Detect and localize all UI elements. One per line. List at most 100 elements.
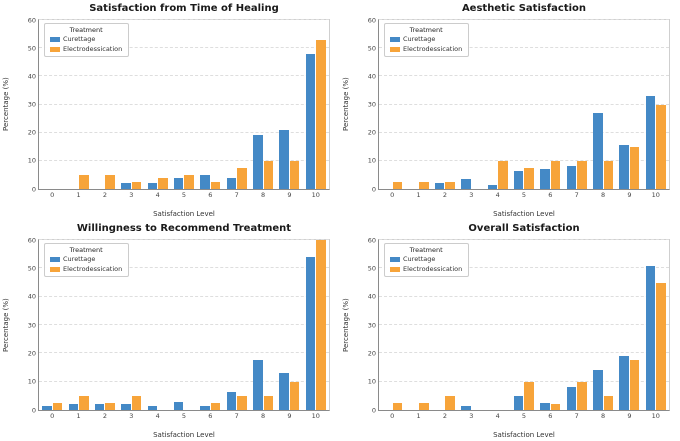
x-tick-label: 8 [261, 412, 266, 420]
gridline [39, 131, 329, 133]
x-tick-label: 4 [495, 412, 500, 420]
legend-label: Electrodessication [403, 264, 463, 273]
gridline [379, 159, 669, 161]
bar-curettage-level-4 [487, 184, 498, 189]
bar-curettage-level-9 [619, 356, 629, 410]
bar-group-10: 10 [643, 20, 669, 199]
gridline [379, 131, 669, 133]
legend-title: Treatment [409, 246, 443, 254]
gridline [39, 380, 329, 382]
x-tick-label: 10 [311, 412, 320, 420]
bar-curettage-level-7 [566, 387, 577, 410]
x-tick-label: 3 [129, 412, 134, 420]
plot-area: 0 10 20 30 40 50 60 0 1 2 3 4 5 6 7 8 9 10 Treatment Curett… [368, 237, 670, 420]
bar-curettage-level-10 [645, 96, 656, 189]
bar-curettage-level-5 [174, 401, 184, 410]
x-tick-label: 7 [574, 412, 579, 420]
chart-willingness-recommend: Willingness to Recommend Treatment Perce… [0, 220, 340, 441]
legend-swatch-icon [50, 266, 60, 272]
bar-electrodessication-level-8 [263, 395, 274, 410]
bar-electrodessication-level-9 [629, 146, 640, 189]
legend-swatch-icon [390, 46, 400, 52]
bar-group-0: 0 [379, 240, 405, 420]
bar-group-7: 7 [224, 20, 250, 199]
gridline [39, 19, 329, 20]
x-tick-label: 1 [76, 191, 81, 199]
x-tick-label: 5 [521, 412, 527, 420]
y-tick-label: 30 [27, 100, 36, 109]
bar-electrodessication-level-2 [105, 174, 115, 189]
x-tick-label: 2 [102, 412, 107, 420]
bar-electrodessication-level-6 [550, 404, 561, 410]
bar-curettage-level-8 [253, 360, 263, 410]
x-tick-label: 9 [287, 191, 292, 199]
bar-curettage-level-3 [461, 405, 471, 410]
gridline [39, 75, 329, 77]
chart-overall-satisfaction: Overall Satisfaction Percentage (%) 0 10 2… [340, 220, 680, 441]
y-tick-label: 40 [367, 292, 376, 301]
bar-group-6: 6 [197, 240, 223, 420]
x-axis-label: Satisfaction Level [493, 210, 555, 218]
legend-label: Curettage [63, 35, 96, 44]
legend-title: Treatment [409, 26, 443, 34]
bar-electrodessication-level-1 [419, 181, 429, 189]
bar-electrodessication-level-5 [524, 381, 534, 410]
bar-curettage-level-10 [305, 53, 316, 189]
legend-title: Treatment [69, 26, 103, 34]
x-tick-label: 6 [208, 412, 213, 420]
bar-electrodessication-level-3 [131, 395, 142, 410]
legend-item-electrodessication: Electrodessication [390, 265, 462, 273]
legend-item-curettage: Curettage [50, 35, 122, 43]
bar-electrodessication-level-8 [603, 395, 614, 410]
legend-swatch-icon [390, 257, 400, 263]
legend-item-curettage: Curettage [390, 35, 462, 43]
bar-electrodessication-level-2 [105, 402, 115, 410]
x-tick-label: 8 [601, 412, 606, 420]
bar-curettage-level-9 [279, 373, 289, 410]
x-tick-label: 3 [469, 191, 474, 199]
legend: Treatment Curettage Electrodessication [384, 243, 470, 278]
y-axis-label: Percentage (%) [342, 298, 350, 352]
x-tick-label: 7 [574, 191, 579, 199]
gridline [379, 324, 669, 325]
bar-electrodessication-level-3 [131, 181, 142, 189]
legend-swatch-icon [50, 46, 60, 52]
bar-electrodessication-level-10 [656, 104, 666, 189]
bar-electrodessication-level-2 [445, 395, 455, 410]
bar-curettage-level-7 [566, 166, 577, 189]
bar-electrodessication-level-7 [237, 167, 247, 189]
bar-group-8: 8 [250, 240, 276, 420]
legend-label: Curettage [63, 255, 96, 264]
x-tick-label: 6 [548, 191, 553, 199]
x-tick-label: 3 [129, 191, 134, 199]
y-tick-label: 0 [371, 184, 376, 193]
gridline [379, 75, 669, 77]
bar-curettage-level-7 [226, 177, 237, 189]
legend-label: Electrodessication [63, 44, 123, 53]
y-tick-label: 10 [27, 377, 36, 386]
bar-curettage-level-10 [645, 265, 656, 410]
bar-electrodessication-level-6 [210, 181, 221, 189]
bar-group-3: 3 [458, 240, 484, 420]
gridline [39, 103, 329, 105]
bar-group-5: 5 [511, 240, 537, 420]
x-tick-label: 5 [181, 191, 187, 199]
bar-group-4: 4 [144, 20, 170, 199]
bar-group-5: 5 [171, 240, 197, 420]
bar-curettage-level-5 [174, 177, 184, 189]
y-tick-label: 40 [27, 292, 36, 301]
x-tick-label: 9 [627, 412, 632, 420]
x-axis-label: Satisfaction Level [153, 431, 215, 439]
x-tick-label: 4 [155, 412, 160, 420]
x-axis-label: Satisfaction Level [493, 431, 555, 439]
bar-electrodessication-level-6 [210, 402, 221, 410]
legend-item-curettage: Curettage [50, 255, 122, 263]
bar-curettage-level-10 [305, 257, 316, 410]
bar-curettage-level-1 [68, 404, 79, 410]
x-tick-label: 0 [50, 412, 55, 420]
y-tick-label: 50 [27, 43, 36, 52]
legend-item-electrodessication: Electrodessication [50, 265, 122, 273]
bar-group-4: 4 [484, 20, 510, 199]
bar-electrodessication-level-10 [656, 282, 666, 410]
